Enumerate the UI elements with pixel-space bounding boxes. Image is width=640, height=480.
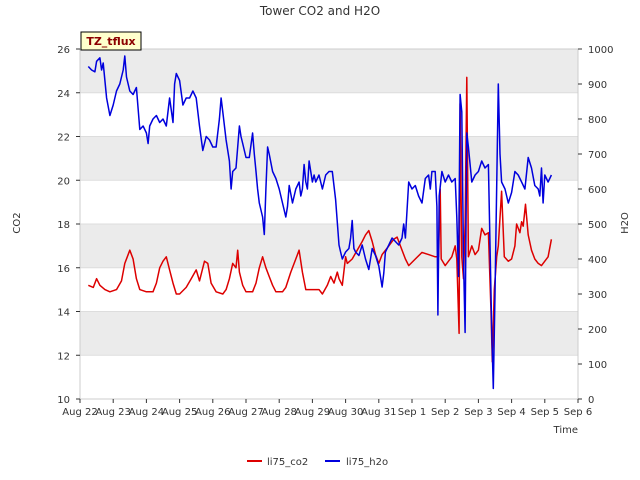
y-right-tick-label: 800 [588,115,607,126]
y-right-tick-label: 300 [588,290,607,301]
y-left-tick-label: 26 [57,45,70,56]
y-right-tick-label: 500 [588,220,607,231]
y-axis-label-right: H2O [620,212,631,234]
background-band [80,136,578,181]
background-bands [80,49,578,356]
legend-h2o-label: li75_h2o [346,457,388,468]
y-right-tick-label: 700 [588,150,607,161]
chart-title: Tower CO2 and H2O [259,4,380,18]
y-left-tick-label: 12 [57,351,70,362]
y-left-tick-label: 14 [57,308,70,319]
y-right-tick-label: 1000 [588,45,613,56]
site-label-box: TZ_tflux [80,31,142,51]
x-tick-label: Sep 6 [564,407,592,418]
x-tick-label: Aug 26 [195,407,230,418]
y-left-tick-label: 22 [57,133,70,144]
background-band [80,49,578,93]
x-tick-label: Aug 31 [361,407,396,418]
y-right-tick-label: 0 [588,395,594,406]
y-right-tick-label: 100 [588,360,607,371]
y-left-tick-label: 16 [57,264,70,275]
legend: li75_co2 li75_h2o [247,457,388,468]
background-band [80,311,578,356]
axes: 10 12 14 16 18 20 22 24 26 0 100 200 300 400 500 600 700… [57,45,613,418]
x-tick-label: Aug 30 [328,407,363,418]
x-tick-label: Sep 2 [431,407,459,418]
y-left-tick-label: 10 [57,395,70,406]
x-tick-label: Aug 24 [129,407,164,418]
series-layer [87,55,553,390]
y-left-tick-label: 18 [57,220,70,231]
y-left-tick-label: 24 [57,89,70,100]
x-tick-label: Aug 23 [95,407,130,418]
y-right-tick-label: 600 [588,185,607,196]
y-left-tick-label: 20 [57,176,70,187]
y-right-tick-label: 400 [588,255,607,266]
y-right-tick-label: 900 [588,80,607,91]
site-label-background [80,31,142,51]
x-axis-label: Time [553,425,578,436]
x-tick-label: Aug 25 [162,407,197,418]
x-tick-label: Sep 1 [398,407,426,418]
x-tick-label: Sep 4 [497,407,525,418]
x-tick-label: Sep 3 [464,407,492,418]
y-axis-label-left: CO2 [12,212,23,233]
legend-co2-label: li75_co2 [267,457,308,468]
site-label: TZ_tflux [86,35,135,48]
x-tick-label: Sep 5 [531,407,559,418]
x-tick-label: Aug 27 [228,407,263,418]
x-tick-label: Aug 29 [295,407,330,418]
x-tick-label: Aug 22 [62,407,97,418]
series-line-li75_h2o [87,55,553,390]
y-right-tick-label: 200 [588,325,607,336]
x-tick-label: Aug 28 [261,407,296,418]
